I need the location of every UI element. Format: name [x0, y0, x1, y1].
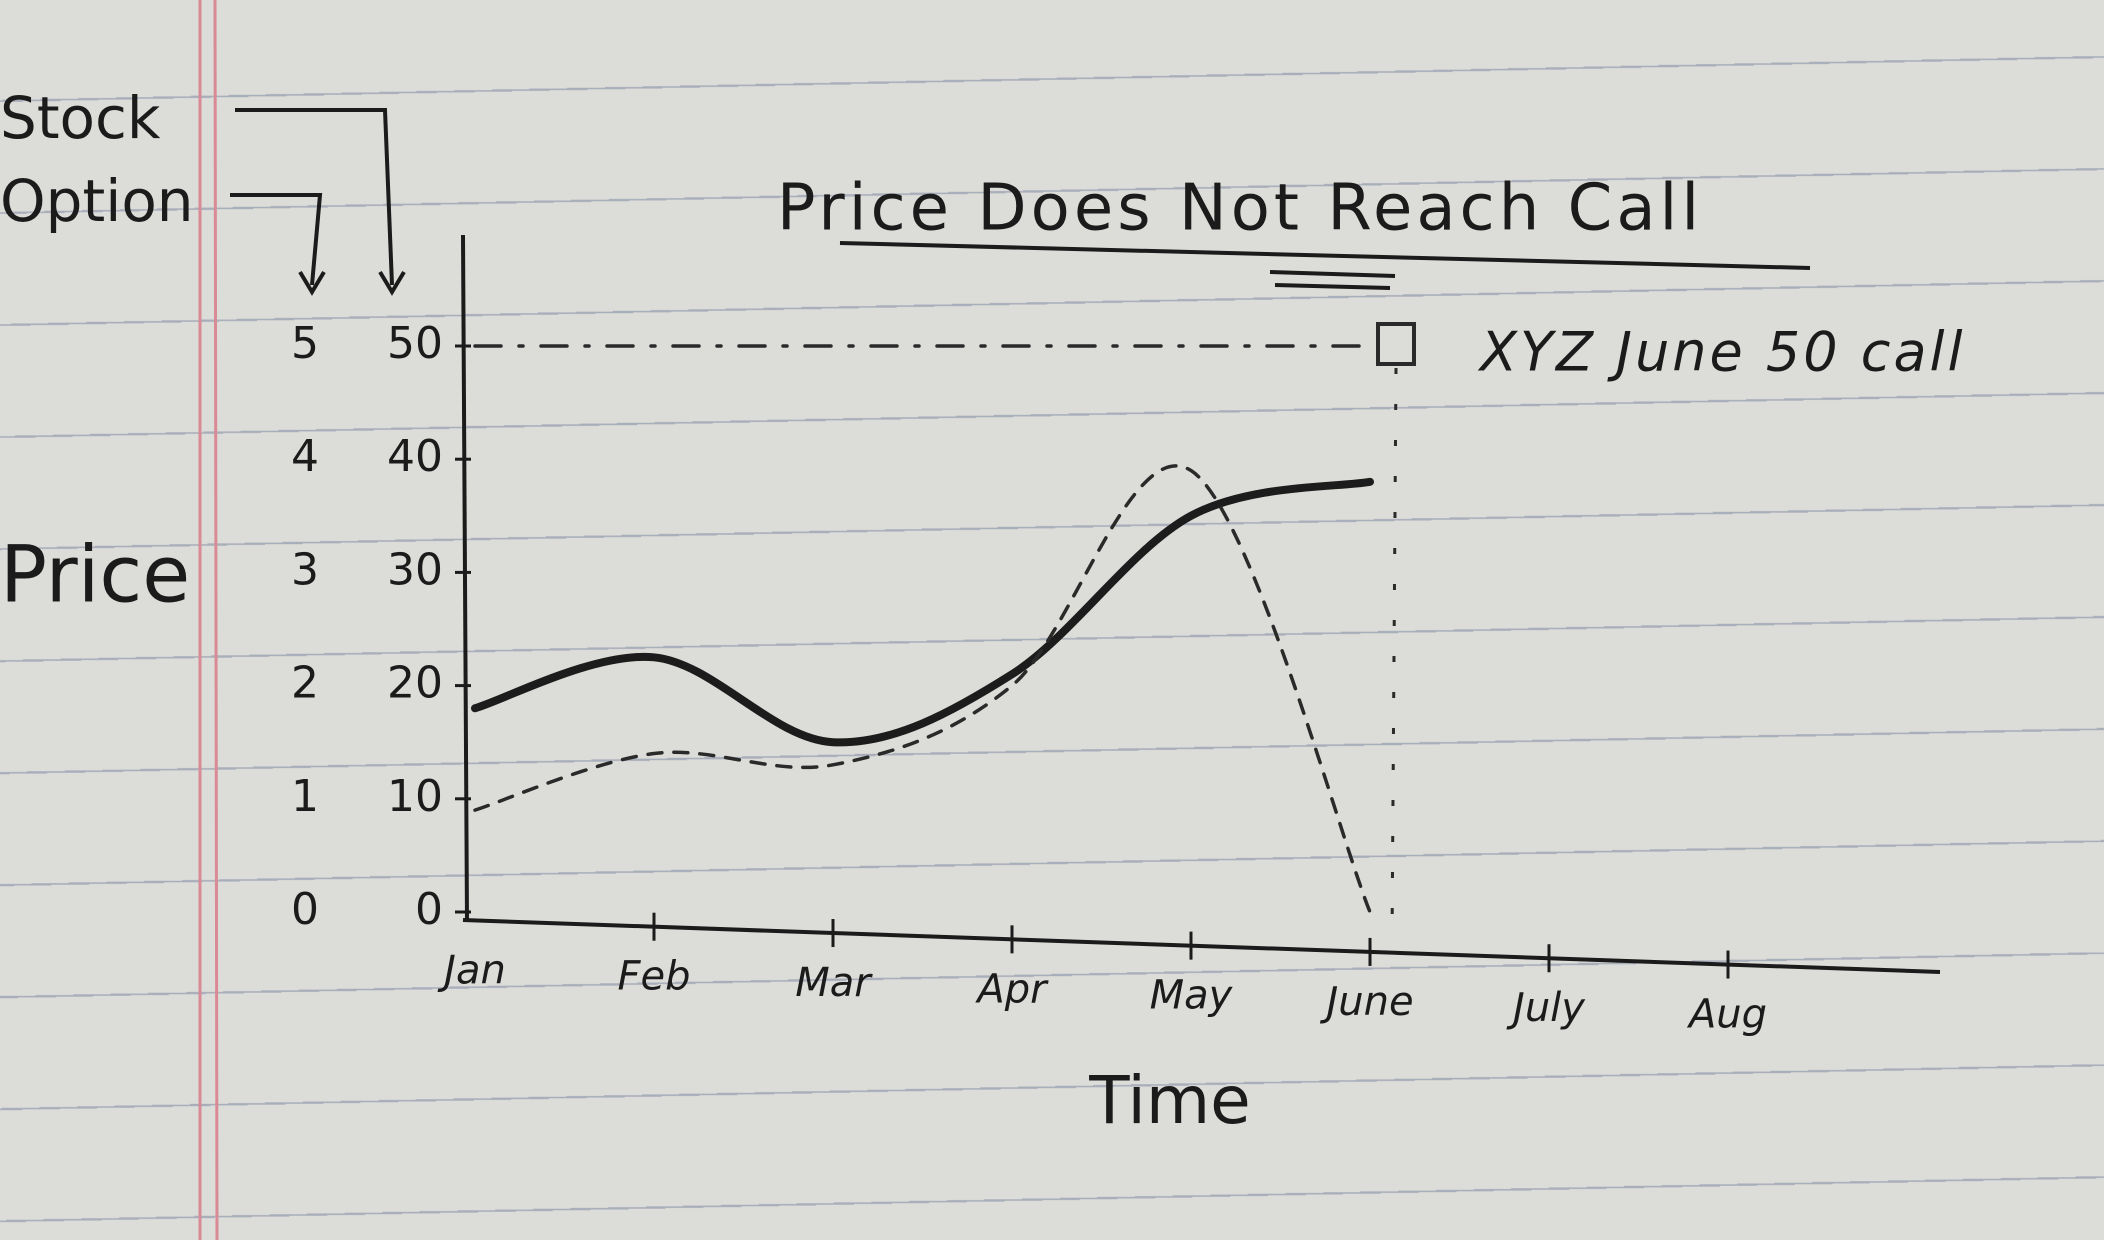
x-tick-label: June	[1319, 979, 1413, 1025]
series-line	[473, 464, 1372, 914]
y-axis	[461, 234, 469, 923]
chart-title: Price Does Not Reach Call	[777, 172, 1703, 246]
y-tick-label: 30	[387, 544, 443, 595]
y-tick-label: 40	[387, 431, 443, 482]
x-axis	[462, 918, 1941, 974]
x-tick-label: Aug	[1686, 992, 1767, 1038]
x-tick-label: July	[1506, 985, 1586, 1031]
arrow	[235, 108, 394, 286]
y-tick-label: 50	[387, 318, 443, 369]
arrow	[230, 193, 323, 286]
x-tick-label: May	[1150, 973, 1234, 1019]
y-tick-label: 10	[387, 771, 443, 822]
title-underline	[839, 241, 1811, 270]
margin-line	[213, 0, 219, 1240]
y2-axis-name: Option	[0, 167, 194, 235]
y2-tick-label: 5	[291, 318, 319, 369]
y2-tick-label: 0	[291, 884, 319, 935]
x-axis-label: Time	[1088, 1062, 1251, 1139]
arrow-head	[378, 270, 406, 296]
annotation: XYZ June 50 call	[1477, 321, 1966, 384]
y2-tick-label: 4	[291, 431, 319, 482]
y2-tick-label: 3	[291, 544, 319, 595]
y2-tick-label: 1	[291, 771, 319, 822]
x-tick-label: Feb	[617, 954, 690, 1000]
x-tick-label: Jan	[437, 947, 506, 993]
x-tick-label: Mar	[795, 960, 873, 1006]
y-tick-label: 0	[415, 884, 443, 935]
strike-marker	[1376, 322, 1416, 366]
title-underline	[1269, 270, 1396, 290]
y-axis-name: Stock	[0, 84, 161, 152]
series-line	[471, 477, 1374, 747]
x-tick-label: Apr	[974, 966, 1049, 1012]
y2-tick-label: 2	[291, 658, 319, 709]
strike-drop	[1390, 367, 1398, 943]
y-axis-label: Price	[0, 530, 190, 620]
y-tick-label: 20	[387, 658, 443, 709]
arrow-head	[298, 270, 326, 296]
